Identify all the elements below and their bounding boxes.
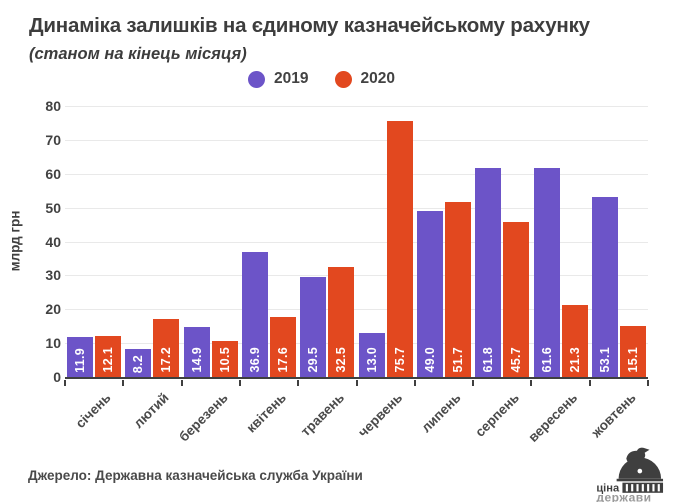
bar-2020-лютий: 17.2 (153, 318, 180, 377)
bar-value-label: 15.1 (625, 347, 640, 373)
bar-2019-липень: 49.0 (416, 211, 443, 377)
bar-2019-лютий: 8.2 (125, 349, 152, 377)
x-tick-mark (297, 379, 300, 386)
x-tick-mark (647, 379, 649, 386)
bar-value-label: 11.9 (73, 348, 88, 373)
y-tick-30: 30 (45, 267, 61, 284)
gridline-80 (65, 106, 648, 107)
bar-value-label: 10.5 (217, 347, 232, 373)
legend-label-2020: 2020 (360, 70, 395, 87)
gridline-10 (65, 343, 648, 345)
bar-value-label: 32.5 (334, 347, 349, 373)
bar-2019-червень: 13.0 (358, 332, 385, 377)
y-tick-50: 50 (45, 199, 61, 216)
gridline-30 (65, 275, 648, 277)
x-label-лютий: лютий (131, 390, 173, 432)
bar-value-label: 45.7 (509, 347, 524, 373)
bar-2020-січень: 12.1 (95, 336, 122, 377)
bar-2019-жовтень: 53.1 (591, 197, 618, 377)
bar-value-label: 17.2 (159, 347, 174, 373)
logo-word-derzhavy: держави (596, 491, 651, 502)
y-tick-10: 10 (45, 335, 61, 352)
bar-2019-травень: 29.5 (300, 277, 327, 377)
bar-value-label: 29.5 (306, 347, 321, 373)
x-tick-mark (530, 379, 533, 386)
y-tick-60: 60 (45, 165, 61, 182)
bar-value-label: 13.0 (364, 347, 379, 373)
x-label-липень: липень (418, 390, 464, 436)
bar-value-label: 53.1 (597, 347, 612, 373)
building-step-icon (616, 478, 664, 482)
x-tick-mark (413, 379, 416, 386)
bar-2020-липень: 51.7 (444, 201, 471, 377)
cina-derzhavy-logo: ціна держави (596, 447, 664, 502)
x-tick-mark (472, 379, 475, 386)
x-label-січень: січень (72, 390, 114, 432)
bar-value-label: 14.9 (189, 347, 204, 373)
y-tick-40: 40 (45, 233, 61, 250)
y-tick-20: 20 (45, 301, 61, 318)
bar-2020-жовтень: 15.1 (619, 325, 646, 377)
gridline-20 (65, 309, 648, 311)
y-tick-70: 70 (45, 131, 61, 148)
bar-value-label: 12.1 (101, 347, 116, 373)
bar-2019-серпень: 61.8 (475, 167, 502, 377)
x-tick-mark (355, 379, 358, 386)
bar-value-label: 51.7 (450, 347, 465, 373)
x-tick-mark (588, 379, 591, 386)
x-label-червень: червень (355, 390, 406, 440)
x-tick-mark (122, 379, 125, 386)
x-tick-mark (238, 379, 241, 386)
bar-value-label: 49.0 (422, 347, 437, 373)
bar-value-label: 17.6 (276, 347, 291, 373)
bar-value-label: 36.9 (248, 347, 263, 373)
columns-icon (625, 484, 660, 492)
bar-2019-березень: 14.9 (183, 326, 210, 377)
x-tick-mark (180, 379, 183, 386)
legend-item-2020: 2020 (334, 70, 395, 88)
x-label-вересень: вересень (525, 390, 581, 445)
logo-word-cina: ціна (596, 482, 620, 494)
x-tick-mark (64, 379, 66, 386)
x-label-жовтень: жовтень (588, 390, 639, 441)
legend-item-2019: 2019 (248, 70, 309, 88)
bar-2020-березень: 10.5 (211, 341, 238, 377)
bar-2020-червень: 75.7 (386, 120, 413, 377)
dome-dot-icon (637, 468, 643, 474)
source-note: Джерело: Державна казначейська служба Ук… (28, 468, 363, 483)
legend-dot-2019-icon (248, 70, 266, 88)
bar-2020-серпень: 45.7 (503, 222, 530, 377)
x-label-серпень: серпень (472, 390, 522, 440)
bar-2020-травень: 32.5 (328, 266, 355, 377)
bar-value-label: 8.2 (131, 354, 146, 373)
bar-value-label: 61.6 (539, 347, 554, 373)
bar-2019-вересень: 61.6 (533, 168, 560, 377)
bar-2019-січень: 11.9 (67, 336, 94, 377)
legend: 2019 2020 (0, 70, 661, 88)
page-title: Динаміка залишків на єдиному казначейськ… (29, 14, 590, 37)
x-label-березень: березень (175, 390, 231, 445)
y-tick-0: 0 (53, 369, 61, 385)
gridline-40 (65, 241, 648, 243)
legend-dot-2020-icon (334, 70, 352, 88)
dome-icon (618, 457, 662, 479)
x-label-квітень: квітень (243, 390, 289, 436)
gridline-60 (65, 173, 648, 175)
bar-value-label: 75.7 (392, 347, 407, 373)
y-tick-80: 80 (45, 98, 61, 114)
bar-2020-квітень: 17.6 (270, 317, 297, 377)
gridline-50 (65, 207, 648, 209)
bar-value-label: 61.8 (481, 347, 496, 373)
page-subtitle: (станом на кінець місяця) (29, 45, 247, 63)
bar-2020-вересень: 21.3 (561, 304, 588, 377)
x-label-травень: травень (297, 390, 347, 440)
plot-area (65, 106, 648, 379)
bar-value-label: 21.3 (567, 347, 582, 373)
legend-label-2019: 2019 (274, 70, 309, 87)
bar-2019-квітень: 36.9 (242, 252, 269, 377)
gridline-70 (65, 139, 648, 141)
